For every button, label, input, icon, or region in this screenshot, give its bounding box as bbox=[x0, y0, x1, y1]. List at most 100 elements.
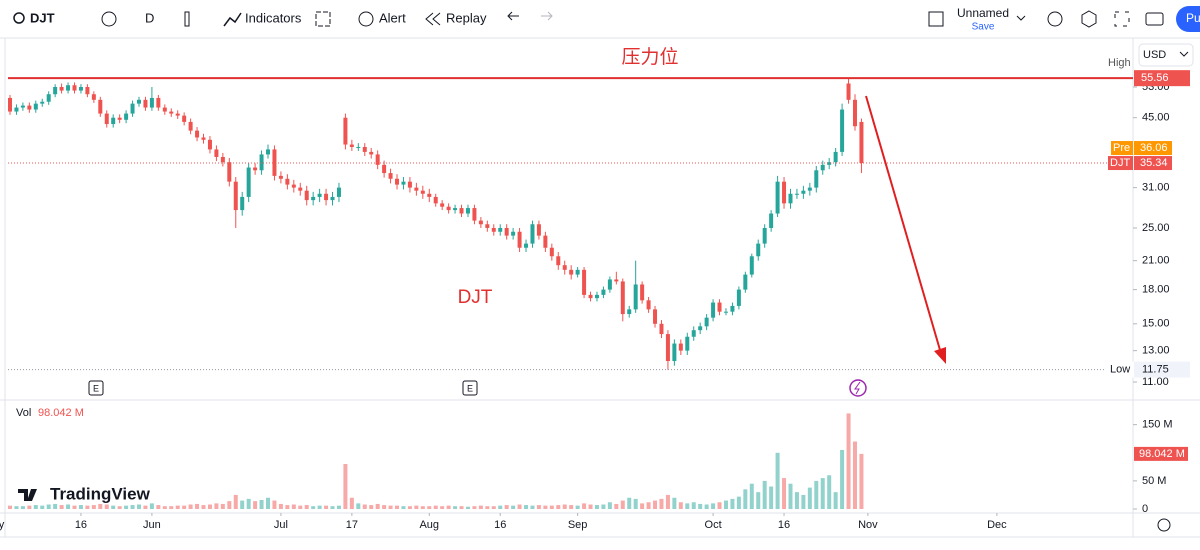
volume-bar bbox=[756, 492, 761, 509]
volume-bar bbox=[143, 505, 148, 509]
time-settings[interactable] bbox=[1157, 518, 1171, 532]
layout-icon[interactable] bbox=[928, 11, 944, 27]
candle-body bbox=[614, 279, 619, 282]
candle-body bbox=[556, 256, 561, 266]
candle-body bbox=[775, 181, 780, 214]
indicators-icon[interactable] bbox=[223, 12, 242, 27]
y-tick-label: 11.00 bbox=[1142, 376, 1169, 388]
x-tick-label: Jul bbox=[274, 519, 288, 531]
arrow-shaft bbox=[865, 95, 941, 351]
candle-body bbox=[336, 187, 341, 197]
earnings-icon[interactable]: E bbox=[467, 383, 473, 393]
add-symbol[interactable] bbox=[101, 11, 117, 27]
candle-body bbox=[169, 111, 174, 114]
candle-body bbox=[272, 149, 277, 176]
volume-bar bbox=[98, 503, 103, 509]
news-marker[interactable] bbox=[849, 379, 867, 397]
x-tick-label: Jun bbox=[143, 519, 161, 531]
candle-body bbox=[78, 87, 83, 91]
currency-box[interactable] bbox=[1138, 43, 1194, 67]
volume-bar bbox=[575, 505, 580, 509]
brand-logo bbox=[18, 489, 37, 501]
volume-bar bbox=[40, 505, 45, 509]
volume-bar bbox=[672, 497, 677, 509]
volume-bar bbox=[27, 505, 32, 509]
currency[interactable]: USD bbox=[1143, 49, 1166, 61]
candle-body bbox=[794, 193, 799, 195]
volume-tick-label: 50 M bbox=[1142, 475, 1166, 487]
candle-body bbox=[588, 294, 593, 299]
candle-body bbox=[846, 83, 851, 100]
candle-body bbox=[401, 181, 406, 185]
quick-search[interactable] bbox=[1047, 11, 1063, 27]
volume-bar bbox=[594, 505, 599, 509]
snapshot[interactable] bbox=[1145, 12, 1164, 26]
volume-last-box bbox=[1134, 446, 1188, 461]
volume-bar bbox=[678, 502, 683, 509]
candle-body bbox=[130, 103, 135, 114]
volume-bar bbox=[414, 505, 419, 509]
settings[interactable] bbox=[1081, 10, 1097, 28]
redo[interactable] bbox=[541, 11, 553, 21]
publish[interactable]: Pu bbox=[1186, 11, 1200, 25]
volume-bar bbox=[607, 502, 612, 509]
replay[interactable]: Replay bbox=[446, 10, 487, 25]
candle-body bbox=[388, 173, 393, 179]
fullscreen[interactable] bbox=[1114, 11, 1130, 27]
candle-body bbox=[227, 162, 232, 182]
candle-body bbox=[807, 187, 812, 191]
alert-icon[interactable] bbox=[358, 11, 374, 27]
alert[interactable]: Alert bbox=[379, 10, 406, 25]
earnings-icon[interactable]: E bbox=[93, 383, 99, 393]
volume-bar bbox=[472, 506, 477, 509]
volume-bar bbox=[401, 506, 406, 509]
candle-body bbox=[72, 85, 77, 91]
volume-bar bbox=[33, 505, 38, 509]
x-tick-label: Dec bbox=[987, 519, 1007, 531]
layout-menu[interactable] bbox=[1016, 15, 1026, 21]
volume-bar bbox=[85, 505, 90, 509]
candle-body bbox=[117, 117, 122, 120]
candle-body bbox=[762, 227, 767, 244]
x-tick-label: Oct bbox=[705, 519, 722, 531]
candle-body bbox=[511, 231, 516, 236]
indicators[interactable]: Indicators bbox=[245, 10, 302, 25]
undo[interactable] bbox=[507, 11, 519, 21]
earnings-marker[interactable] bbox=[462, 380, 478, 396]
x-tick-label: 16 bbox=[778, 519, 790, 531]
symbol[interactable]: DJT bbox=[30, 10, 55, 25]
volume-bar bbox=[169, 506, 174, 509]
x-tick-label: May bbox=[0, 519, 5, 531]
volume-bar bbox=[78, 505, 83, 509]
volume-bar bbox=[278, 503, 283, 509]
interval[interactable]: D bbox=[145, 10, 154, 25]
volume-bar bbox=[382, 505, 387, 509]
search-icon[interactable] bbox=[13, 12, 25, 24]
pre-price-box bbox=[1134, 141, 1172, 156]
volume-bar bbox=[769, 486, 774, 509]
candle-body bbox=[375, 154, 380, 165]
candle-body bbox=[382, 164, 387, 174]
publish-button[interactable] bbox=[1176, 6, 1200, 32]
candle-body bbox=[852, 99, 857, 127]
chart-type-icon[interactable] bbox=[184, 11, 190, 27]
candle-body bbox=[266, 149, 271, 155]
candle-body bbox=[607, 279, 612, 290]
volume-bar bbox=[111, 505, 116, 509]
replay-icon[interactable] bbox=[425, 12, 441, 26]
x-tick-label: 17 bbox=[346, 519, 358, 531]
candle-body bbox=[743, 274, 748, 290]
currency-menu[interactable] bbox=[1179, 51, 1189, 57]
news-icon[interactable] bbox=[854, 381, 861, 395]
candle-body bbox=[46, 94, 51, 102]
earnings-marker[interactable] bbox=[88, 380, 104, 396]
templates-icon[interactable] bbox=[315, 11, 331, 27]
candle-body bbox=[362, 146, 367, 152]
save[interactable]: Save bbox=[972, 22, 995, 33]
volume-bar bbox=[156, 505, 161, 509]
volume-bar bbox=[665, 494, 670, 509]
layout-name[interactable]: Unnamed bbox=[957, 6, 1009, 20]
volume-bar bbox=[601, 504, 606, 509]
last-label-box bbox=[1108, 156, 1133, 171]
candle-body bbox=[356, 146, 361, 148]
